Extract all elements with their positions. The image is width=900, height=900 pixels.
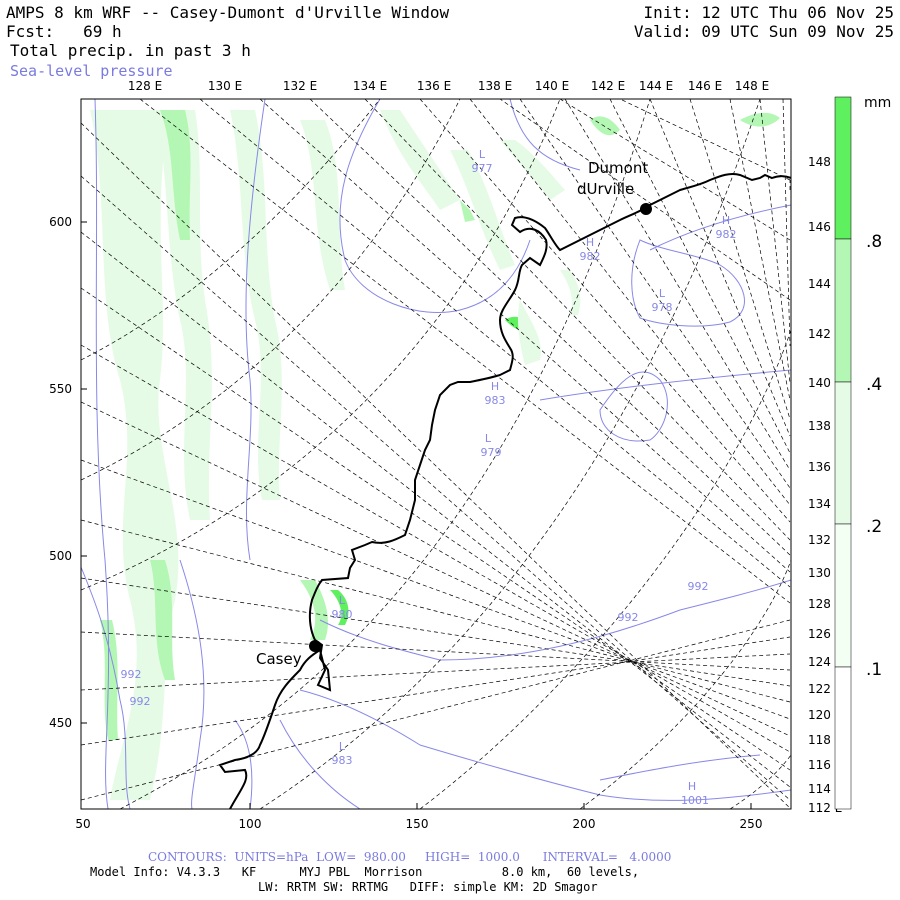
- right-lon-label: 144 E: [808, 277, 842, 291]
- pressure-letter: H: [586, 236, 594, 249]
- colorbar-swatch: [834, 238, 852, 383]
- pressure-value: 979: [481, 446, 502, 459]
- left-grid-label: 550: [49, 382, 72, 396]
- pressure-letter: L: [479, 148, 486, 161]
- precip-shading: [90, 110, 780, 800]
- pressure-value: 1001: [681, 794, 709, 807]
- right-lon-label: 112 E: [808, 801, 842, 815]
- top-lon-label: 134 E: [353, 79, 387, 93]
- top-lon-label: 144 E: [639, 79, 673, 93]
- field-name: Total precip. in past 3 h: [10, 41, 251, 60]
- pressure-value: 977: [472, 162, 493, 175]
- pressure-letter: H: [722, 214, 730, 227]
- right-lon-label: 128 E: [808, 597, 842, 611]
- left-grid-label: 600: [49, 215, 72, 229]
- colorbar-unit: mm: [864, 95, 891, 111]
- left-grid-labels: 600 550 500 450: [49, 215, 72, 730]
- left-ticks: [80, 221, 752, 809]
- right-lon-label: 140 E: [808, 376, 842, 390]
- right-lon-label: 132 E: [808, 533, 842, 547]
- precip-colorbar: mm .8 .4 .2 .1: [834, 95, 891, 810]
- pressure-value: 983: [485, 394, 506, 407]
- right-lon-label: 130 E: [808, 566, 842, 580]
- pressure-contours: [81, 99, 791, 809]
- pressure-letter: L: [339, 740, 346, 753]
- pressure-letter: H: [491, 380, 499, 393]
- bottom-grid-label: 50: [75, 817, 90, 831]
- pressure-value: 978: [652, 301, 673, 314]
- dumont-station-label-line1: Dumont: [588, 159, 648, 177]
- contour-value-label: 992: [618, 611, 639, 624]
- left-grid-label: 500: [49, 549, 72, 563]
- bottom-grid-label: 150: [406, 817, 429, 831]
- right-lon-label: 122 E: [808, 682, 842, 696]
- top-longitude-labels: 128 E 130 E 132 E 134 E 136 E 138 E 140 …: [128, 79, 769, 93]
- bottom-grid-label: 100: [239, 817, 262, 831]
- model-info: Model Info: V4.3.3 KF MYJ PBL Morrison 8…: [90, 865, 640, 879]
- right-lon-label: 116 E: [808, 758, 842, 772]
- top-lon-label: 128 E: [128, 79, 162, 93]
- top-lon-label: 132 E: [283, 79, 317, 93]
- contour-value-label: 992: [688, 580, 709, 593]
- right-lon-label: 134 E: [808, 497, 842, 511]
- top-lon-label: 148 E: [735, 79, 769, 93]
- right-lon-label: 146 E: [808, 220, 842, 234]
- colorbar-label: .8: [866, 232, 882, 252]
- top-lon-label: 140 E: [535, 79, 569, 93]
- top-lon-label: 130 E: [208, 79, 242, 93]
- pressure-value: 982: [716, 228, 737, 241]
- overlay-name: Sea-level pressure: [10, 62, 173, 80]
- top-lon-label: 138 E: [478, 79, 512, 93]
- colorbar-swatch: [834, 666, 852, 810]
- pressure-letter: L: [339, 594, 346, 607]
- right-lon-label: 136 E: [808, 460, 842, 474]
- pressure-value: 983: [332, 754, 353, 767]
- right-lon-label: 114 E: [808, 782, 842, 796]
- casey-station-marker: [309, 640, 321, 652]
- bottom-grid-labels: 50 100 150 200 250: [75, 817, 762, 831]
- bottom-grid-label: 250: [740, 817, 763, 831]
- right-lon-label: 118 E: [808, 733, 842, 747]
- colorbar-label: .4: [866, 375, 882, 395]
- right-lon-label: 124 E: [808, 655, 842, 669]
- colorbar-swatch: [834, 381, 852, 525]
- coastline: [218, 172, 791, 809]
- colorbar-swatch: [834, 96, 852, 240]
- pressure-value: 982: [580, 250, 601, 263]
- lat-lon-grid: [81, 99, 791, 809]
- colorbar-label: .2: [866, 517, 882, 537]
- pressure-letter: L: [659, 287, 666, 300]
- right-lon-label: 142 E: [808, 327, 842, 341]
- pressure-center-labels: L 977 H 982 H 982 L 978 H 983 L 979 L 98…: [121, 148, 737, 807]
- valid-time: Valid: 09 UTC Sun 09 Nov 25: [633, 22, 894, 41]
- pressure-letter: H: [688, 780, 696, 793]
- top-lon-label: 146 E: [688, 79, 722, 93]
- pressure-value: 980: [332, 608, 353, 621]
- colorbar-swatch: [834, 523, 852, 668]
- physics-info: LW: RRTM SW: RRTMG DIFF: simple KM: 2D S…: [258, 880, 598, 894]
- right-lon-label: 138 E: [808, 419, 842, 433]
- contour-value-label: 992: [121, 668, 142, 681]
- contour-info: CONTOURS: UNITS=hPa LOW= 980.00 HIGH= 10…: [148, 850, 672, 864]
- colorbar-labels: .8 .4 .2 .1: [866, 232, 882, 680]
- top-lon-label: 142 E: [591, 79, 625, 93]
- left-grid-label: 450: [49, 716, 72, 730]
- pressure-letter: L: [485, 432, 492, 445]
- dumont-station-label-line2: dUrville: [577, 180, 634, 198]
- forecast-hour: Fcst: 69 h: [6, 22, 122, 41]
- right-lon-label: 126 E: [808, 627, 842, 641]
- init-time: Init: 12 UTC Thu 06 Nov 25: [643, 3, 894, 22]
- top-lon-label: 136 E: [417, 79, 451, 93]
- colorbar-label: .1: [866, 660, 882, 680]
- right-lon-label: 148 E: [808, 155, 842, 169]
- casey-station-label: Casey: [256, 650, 302, 668]
- dumont-station-marker: [640, 203, 652, 215]
- map-title: AMPS 8 km WRF -- Casey-Dumont d'Urville …: [6, 3, 450, 22]
- right-lon-label: 120 E: [808, 708, 842, 722]
- plot-frame: [80, 98, 792, 810]
- contour-value-label: 992: [130, 695, 151, 708]
- right-longitude-labels: 148 E 146 E 144 E 142 E 140 E 138 E 136 …: [808, 155, 842, 815]
- bottom-grid-label: 200: [573, 817, 596, 831]
